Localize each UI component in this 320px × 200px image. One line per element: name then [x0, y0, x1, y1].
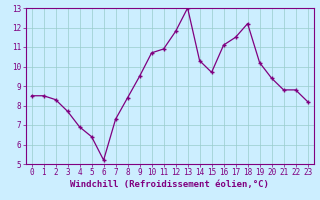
X-axis label: Windchill (Refroidissement éolien,°C): Windchill (Refroidissement éolien,°C)	[70, 180, 269, 189]
